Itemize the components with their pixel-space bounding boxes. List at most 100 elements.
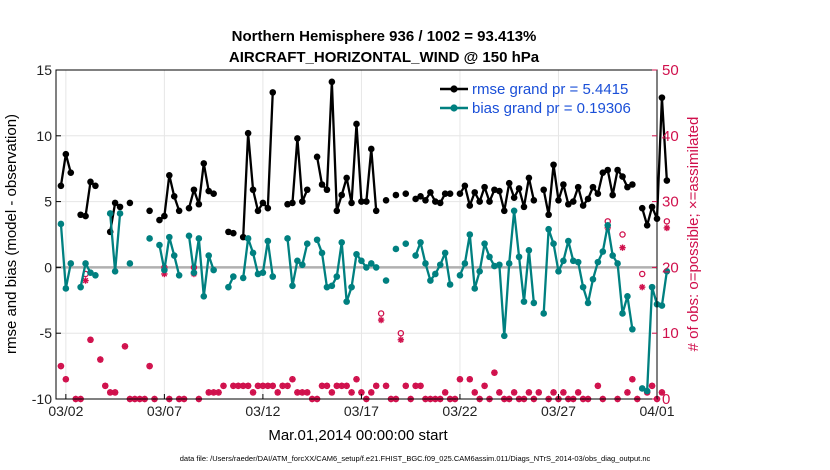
bias-point	[555, 268, 562, 275]
bias-point	[638, 385, 646, 392]
bias-point	[525, 246, 533, 254]
bias-series-line	[414, 241, 452, 285]
bias-point	[565, 237, 572, 245]
y2-tick-label: 50	[662, 62, 679, 79]
obs-assimilated-marker	[249, 389, 257, 396]
rmse-point	[200, 160, 208, 167]
obs-assimilated-stroke	[334, 383, 340, 389]
rmse-point	[244, 129, 252, 137]
obs-assimilated-marker	[663, 224, 671, 232]
obs-assimilated-marker	[560, 389, 567, 396]
rmse-point	[520, 203, 528, 211]
obs-assimilated-marker	[624, 389, 631, 396]
chart-title-line-2: AIRCRAFT_HORIZONTAL_WIND @ 150 hPa	[229, 49, 540, 66]
rmse-point	[466, 202, 474, 209]
rmse-point	[87, 178, 94, 186]
obs-assimilated-stroke	[649, 383, 655, 389]
obs-assimilated-marker	[373, 382, 380, 390]
obs-assimilated-stroke	[58, 363, 64, 369]
obs-assimilated-marker	[397, 336, 405, 343]
obs-assimilated-marker	[254, 382, 262, 390]
rmse-point	[318, 181, 326, 188]
obs-assimilated-stroke	[284, 383, 291, 389]
obs-assimilated-stroke	[255, 383, 261, 389]
obs-assimilated-marker	[574, 389, 582, 396]
bias-point	[249, 249, 257, 257]
plot-frame	[55, 69, 658, 400]
bias-point	[200, 293, 208, 300]
rmse-point	[348, 199, 355, 207]
rmse-point	[402, 190, 410, 198]
bias-point	[259, 269, 267, 276]
obs-assimilated-marker	[648, 382, 656, 390]
bias-point	[579, 283, 587, 291]
bias-point	[604, 221, 612, 229]
rmse-point	[62, 150, 70, 158]
obs-assimilated-marker	[284, 382, 291, 390]
obs-assimilated-stroke	[299, 389, 306, 396]
bias-point	[392, 245, 400, 253]
obs-assimilated-stroke	[471, 389, 478, 396]
obs-assimilated-marker	[456, 376, 464, 383]
obs-assimilated-stroke	[205, 389, 212, 396]
y-axis-label: rmse and bias (model - observation)	[3, 114, 20, 354]
bias-point	[422, 260, 429, 267]
series-layer	[57, 78, 671, 395]
x-tick-label: 03/07	[147, 403, 182, 419]
rmse-point	[579, 202, 587, 209]
bias-series-line	[109, 213, 122, 273]
obs-assimilated-marker	[629, 376, 636, 383]
rmse-point	[540, 186, 547, 194]
rmse-point	[57, 182, 65, 190]
bias-point	[402, 240, 410, 248]
obs-possible-marker	[663, 218, 671, 225]
rmse-point	[510, 194, 518, 201]
bias-point	[481, 240, 488, 248]
obs-assimilated-marker	[535, 389, 542, 396]
obs-assimilated-marker	[210, 389, 217, 396]
bias-point	[230, 273, 237, 280]
bias-point	[205, 252, 213, 259]
obs-assimilated-stroke	[639, 284, 646, 290]
rmse-point	[629, 181, 636, 188]
bias-point	[67, 260, 75, 267]
obs-assimilated-stroke	[664, 225, 670, 231]
obs-assimilated-stroke	[112, 389, 118, 396]
bias-point	[382, 277, 390, 284]
axis-ticks: 03/02 03/07 03/12 03/17 03/22 03/27 04/01 -10 -5…	[32, 62, 679, 419]
obs-assimilated-stroke	[550, 389, 557, 396]
obs-assimilated-stroke	[122, 343, 128, 350]
obs-assimilated-marker	[368, 389, 375, 396]
rmse-point	[185, 204, 193, 212]
bias-point	[574, 258, 582, 266]
rmse-point	[589, 183, 597, 191]
bias-point	[62, 285, 70, 292]
obs-assimilated-marker	[594, 382, 602, 390]
bias-point	[358, 257, 365, 265]
rmse-point	[353, 120, 360, 128]
rmse-point	[643, 221, 651, 229]
rmse-point	[294, 135, 301, 142]
rmse-point	[190, 186, 198, 194]
rmse-point	[156, 216, 163, 224]
bias-point	[338, 239, 346, 246]
bias-point	[515, 253, 523, 261]
obs-assimilated-marker	[111, 389, 119, 396]
y2-tick-label: 40	[662, 128, 679, 145]
bias-point	[520, 298, 528, 305]
rmse-point	[254, 207, 262, 215]
bias-point	[294, 257, 301, 265]
rmse-point	[303, 186, 311, 194]
rmse-point	[565, 200, 572, 208]
obs-assimilated-marker	[377, 316, 385, 324]
bias-point	[353, 250, 360, 258]
bias-point	[486, 253, 493, 261]
obs-assimilated-stroke	[624, 389, 631, 396]
rmse-point	[82, 212, 89, 220]
bias-point	[619, 310, 626, 317]
rmse-point	[417, 193, 424, 200]
rmse-point	[392, 191, 400, 199]
obs-assimilated-stroke	[619, 244, 626, 251]
bias-point	[614, 260, 621, 267]
bias-point	[500, 332, 508, 340]
